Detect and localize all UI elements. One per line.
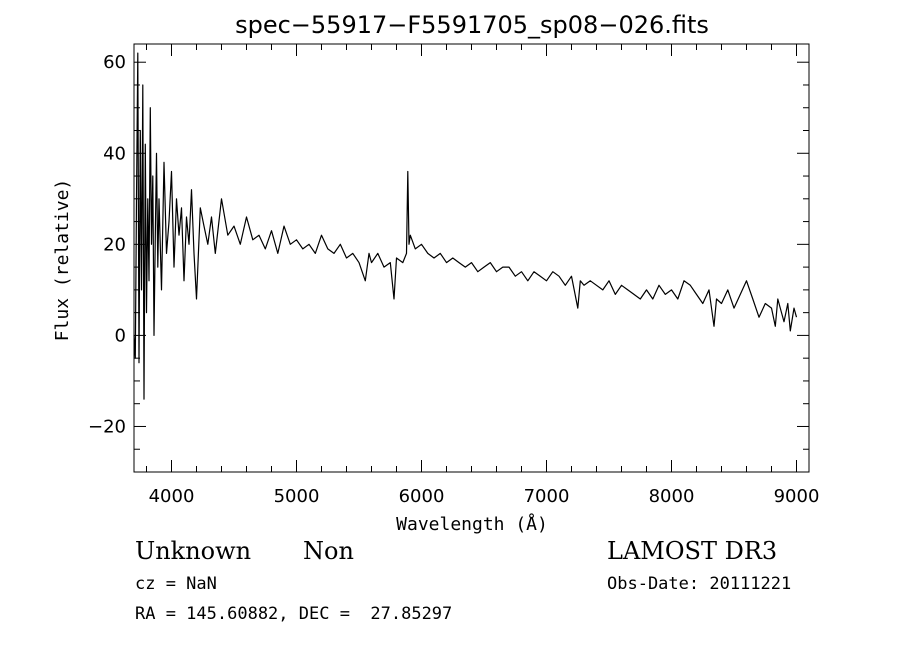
x-axis-label: Wavelength (Å) <box>396 513 548 535</box>
y-tick-label: 20 <box>103 234 126 255</box>
y-tick-label: 60 <box>103 52 126 73</box>
x-tick-label: 6000 <box>399 486 445 507</box>
x-tick-label: 8000 <box>649 486 695 507</box>
survey-name: LAMOST DR3 <box>607 537 778 565</box>
plot-frame <box>133 43 810 473</box>
axis-ticks <box>134 44 809 473</box>
object-subclass: Non <box>303 537 354 565</box>
x-tick-labels: 4000 5000 6000 7000 8000 9000 <box>149 486 820 507</box>
x-tick-label: 7000 <box>524 486 570 507</box>
redshift-value: cz = NaN <box>135 574 217 594</box>
y-axis-label: Flux (relative) <box>52 179 73 342</box>
object-class: Unknown <box>135 537 252 565</box>
series-line-flux <box>133 52 798 400</box>
y-tick-label: −20 <box>88 416 126 437</box>
y-tick-labels: −20 0 20 40 60 <box>88 52 126 437</box>
x-tick-label: 9000 <box>774 486 820 507</box>
y-tick-label: 0 <box>115 325 126 346</box>
x-tick-label: 5000 <box>274 486 320 507</box>
coordinates: RA = 145.60882, DEC = 27.85297 <box>135 604 453 624</box>
obs-date: Obs-Date: 20111221 <box>607 574 792 594</box>
x-tick-label: 4000 <box>149 486 195 507</box>
y-tick-label: 40 <box>103 143 126 164</box>
chart-title: spec−55917−F5591705_sp08−026.fits <box>235 11 709 39</box>
